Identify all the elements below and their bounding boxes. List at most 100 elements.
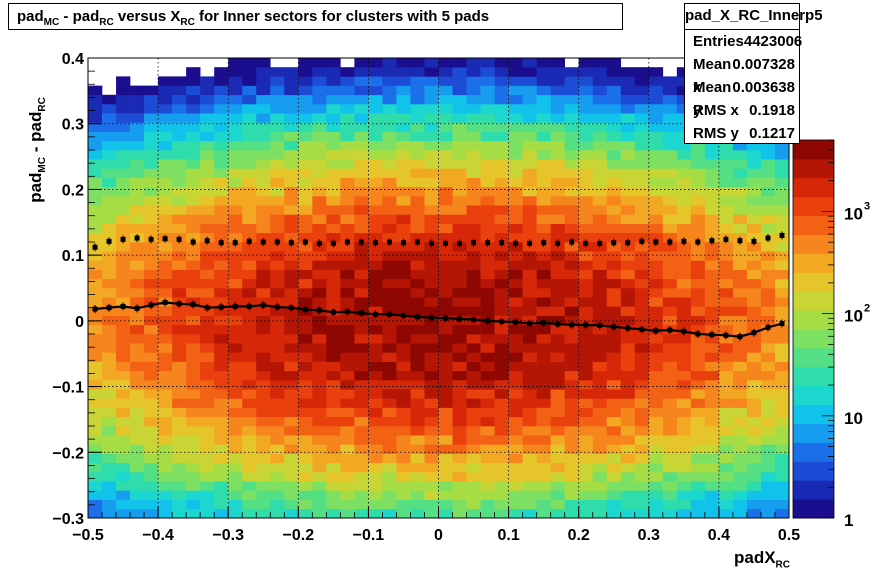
heatmap-bin bbox=[424, 58, 439, 68]
heatmap-bin bbox=[116, 352, 131, 362]
heatmap-bin bbox=[466, 260, 481, 270]
heatmap-bin bbox=[466, 205, 481, 215]
heatmap-bin bbox=[326, 426, 341, 436]
heatmap-bin bbox=[284, 159, 299, 169]
heatmap-bin bbox=[130, 94, 145, 105]
heatmap-bin bbox=[480, 306, 495, 316]
heatmap-bin bbox=[480, 251, 495, 261]
heatmap-bin bbox=[452, 140, 467, 151]
heatmap-bin bbox=[704, 472, 720, 482]
heatmap-bin bbox=[592, 361, 608, 372]
heatmap-bin bbox=[536, 508, 551, 519]
heatmap-bin bbox=[298, 334, 313, 344]
heatmap-bin bbox=[354, 453, 369, 464]
heatmap-bin bbox=[256, 499, 271, 510]
heatmap-bin bbox=[536, 260, 551, 270]
heatmap-bin bbox=[662, 370, 678, 381]
heatmap-bin bbox=[270, 223, 285, 234]
heatmap-bin bbox=[648, 343, 664, 353]
heatmap-bin bbox=[746, 370, 762, 381]
heatmap-bin bbox=[536, 58, 551, 68]
heatmap-bin bbox=[606, 361, 622, 372]
heatmap-bin bbox=[88, 260, 103, 270]
heatmap-bin bbox=[452, 416, 467, 427]
heatmap-bin bbox=[606, 94, 622, 105]
heatmap-bin bbox=[648, 269, 664, 280]
heatmap-bin bbox=[438, 462, 453, 473]
heatmap-bin bbox=[410, 499, 425, 510]
heatmap-bin bbox=[774, 352, 790, 362]
heatmap-bin bbox=[676, 260, 692, 270]
heatmap-bin bbox=[746, 214, 762, 224]
heatmap-bin bbox=[746, 453, 762, 464]
heatmap-bin bbox=[102, 416, 117, 427]
heatmap-bin bbox=[284, 352, 299, 362]
heatmap-bin bbox=[452, 435, 467, 445]
heatmap-bin bbox=[228, 94, 243, 105]
heatmap-bin bbox=[326, 389, 341, 399]
heatmap-bin bbox=[312, 490, 327, 500]
heatmap-bin bbox=[186, 472, 201, 482]
heatmap-bin bbox=[592, 315, 608, 326]
heatmap-bin bbox=[172, 416, 187, 427]
heatmap-bin bbox=[592, 426, 608, 436]
heatmap-bin bbox=[634, 260, 650, 270]
heatmap-bin bbox=[592, 435, 608, 445]
heatmap-bin bbox=[648, 306, 664, 316]
heatmap-bin bbox=[704, 315, 720, 326]
heatmap-bin bbox=[508, 361, 523, 372]
heatmap-bin bbox=[354, 278, 369, 289]
heatmap-bin bbox=[410, 472, 425, 482]
heatmap-bin bbox=[466, 177, 481, 188]
heatmap-bin bbox=[508, 499, 523, 510]
heatmap-bin bbox=[270, 453, 285, 464]
heatmap-bin bbox=[368, 104, 383, 114]
heatmap-bin bbox=[88, 361, 103, 372]
heatmap-bin bbox=[144, 370, 159, 381]
palette-segment bbox=[793, 404, 834, 424]
heatmap-bin bbox=[466, 453, 481, 464]
xlabel-sub: RC bbox=[775, 559, 790, 571]
heatmap-bin bbox=[690, 407, 706, 418]
heatmap-bin bbox=[774, 499, 790, 510]
heatmap-bin bbox=[466, 232, 481, 243]
heatmap-bin bbox=[382, 389, 397, 399]
heatmap-bin bbox=[732, 306, 748, 316]
heatmap-bin bbox=[508, 297, 523, 307]
heatmap-bin bbox=[354, 232, 369, 243]
heatmap-bin bbox=[718, 251, 734, 261]
heatmap-bin bbox=[620, 416, 636, 427]
heatmap-bin bbox=[102, 462, 117, 473]
heatmap-bin bbox=[466, 297, 481, 307]
heatmap-bin bbox=[508, 177, 523, 188]
heatmap-bin bbox=[690, 177, 706, 188]
heatmap-bin bbox=[550, 113, 565, 123]
heatmap-bin bbox=[410, 140, 425, 151]
heatmap-bin bbox=[102, 426, 117, 436]
heatmap-bin bbox=[298, 159, 313, 169]
heatmap-bin bbox=[438, 324, 453, 335]
heatmap-bin bbox=[774, 407, 790, 418]
heatmap-bin bbox=[270, 177, 285, 188]
heatmap-bin bbox=[732, 352, 748, 362]
heatmap-bin bbox=[102, 214, 117, 224]
heatmap-bin bbox=[116, 205, 131, 215]
heatmap-bin bbox=[564, 297, 579, 307]
heatmap-bin bbox=[536, 389, 551, 399]
heatmap-bin bbox=[396, 416, 411, 427]
heatmap-bin bbox=[312, 205, 327, 215]
heatmap-bin bbox=[270, 297, 285, 307]
heatmap-bin bbox=[410, 508, 425, 519]
heatmap-bin bbox=[424, 481, 439, 491]
heatmap-bin bbox=[480, 205, 495, 215]
heatmap-bin bbox=[214, 334, 229, 344]
heatmap-bin bbox=[746, 242, 762, 252]
heatmap-bin bbox=[438, 343, 453, 353]
heatmap-bin bbox=[396, 380, 411, 390]
heatmap-bin bbox=[438, 205, 453, 215]
heatmap-bin bbox=[130, 113, 145, 123]
heatmap-bin bbox=[662, 94, 678, 105]
heatmap-bin bbox=[718, 177, 734, 188]
heatmap-bin bbox=[578, 150, 594, 160]
heatmap-bin bbox=[452, 168, 467, 178]
